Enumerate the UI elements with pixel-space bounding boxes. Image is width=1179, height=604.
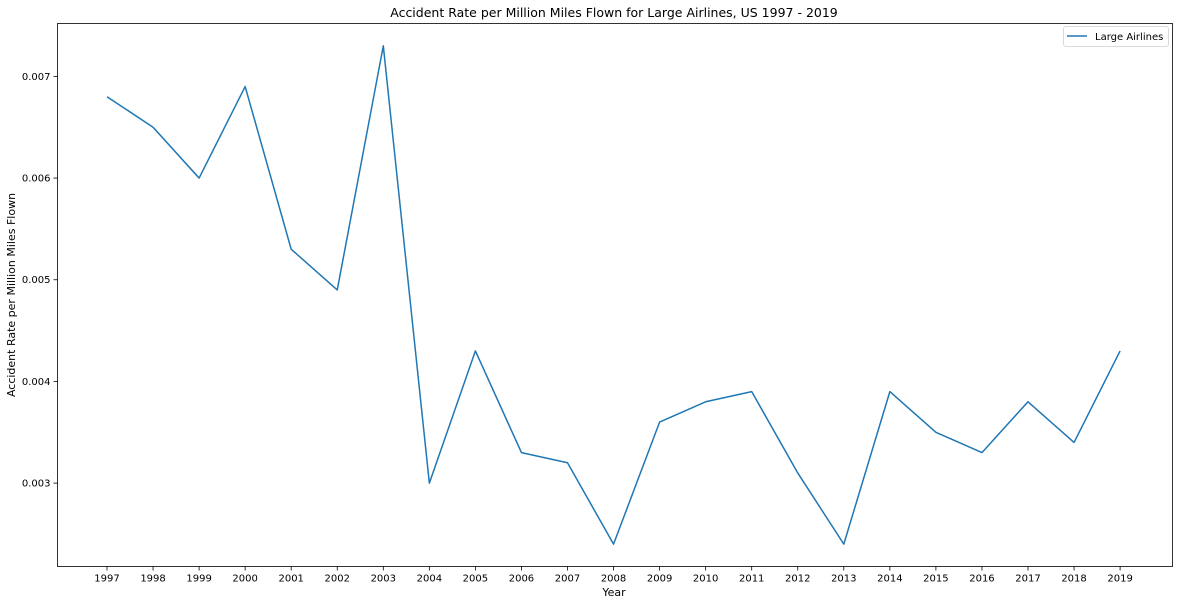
legend: Large Airlines: [1063, 26, 1169, 47]
chart-title: Accident Rate per Million Miles Flown fo…: [390, 5, 838, 20]
x-tick-label: 2009: [647, 574, 672, 585]
x-axis-label: Year: [601, 586, 626, 599]
series-line-large-airlines: [106, 45, 1121, 545]
x-tick-label: 2011: [739, 574, 764, 585]
x-axis: 1997 1998 1999 2000 2001 2002 2003 2004 2005 2006…: [94, 566, 1133, 585]
y-tick-label: 0.006: [22, 174, 51, 185]
y-axis-label: Accident Rate per Million Miles Flown: [5, 193, 18, 397]
x-tick-label: 1999: [186, 574, 211, 585]
y-tick-label: 0.004: [22, 377, 51, 388]
x-tick-label: 2004: [417, 574, 442, 585]
legend-label-large-airlines: Large Airlines: [1095, 32, 1163, 43]
x-tick-label: 2019: [1107, 574, 1132, 585]
y-axis: 0.003 0.004 0.005 0.006 0.007: [22, 72, 58, 490]
y-tick-label: 0.005: [22, 275, 51, 286]
x-tick-label: 2008: [601, 574, 626, 585]
x-tick-label: 2000: [232, 574, 257, 585]
x-tick-label: 2014: [877, 574, 902, 585]
x-tick-label: 2012: [785, 574, 810, 585]
y-tick-label: 0.003: [22, 479, 51, 490]
x-tick-label: 2006: [509, 574, 534, 585]
x-tick-label: 2016: [969, 574, 994, 585]
x-tick-label: 2003: [371, 574, 396, 585]
x-tick-label: 2015: [923, 574, 948, 585]
x-tick-label: 2017: [1015, 574, 1040, 585]
x-tick-label: 2002: [325, 574, 350, 585]
x-tick-label: 1998: [140, 574, 165, 585]
x-tick-label: 2010: [693, 574, 718, 585]
y-tick-label: 0.007: [22, 72, 51, 83]
x-tick-label: 2005: [463, 574, 488, 585]
x-tick-label: 2001: [278, 574, 303, 585]
x-tick-label: 2007: [555, 574, 580, 585]
x-tick-label: 1997: [94, 574, 119, 585]
legend-box: [1063, 26, 1169, 47]
x-tick-label: 2018: [1061, 574, 1086, 585]
x-tick-label: 2013: [831, 574, 856, 585]
plot-area-frame: [57, 23, 1173, 567]
